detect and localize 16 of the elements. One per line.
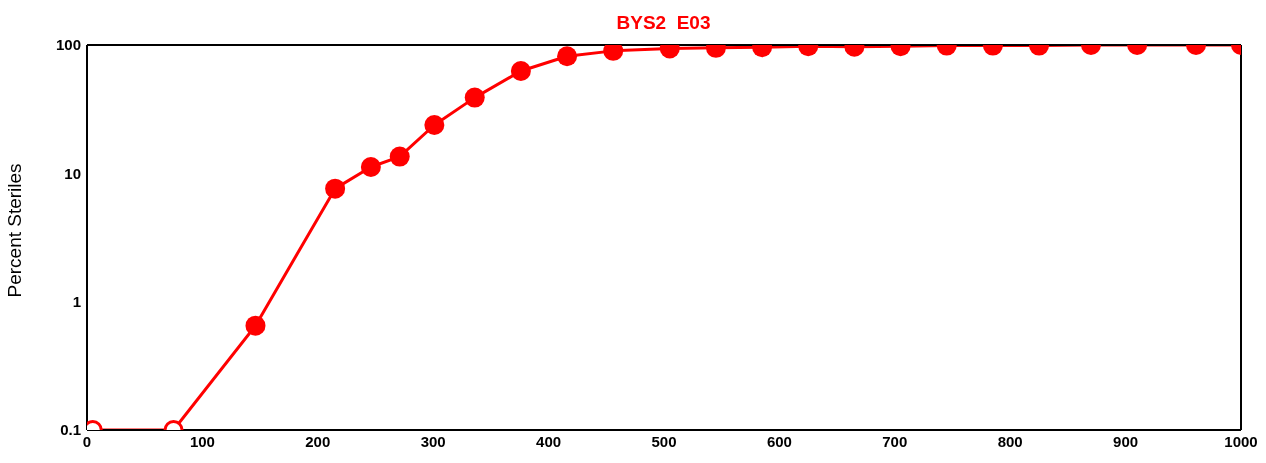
y-tick-label: 0.1 (60, 421, 81, 439)
x-tick-label: 900 (1113, 432, 1139, 450)
y-tick-label: 1 (72, 292, 81, 310)
x-tick-label: 800 (997, 432, 1023, 450)
x-tick-label: 0 (82, 432, 92, 450)
x-tick-label: 700 (882, 432, 908, 450)
y-tick-label: 100 (55, 36, 81, 54)
x-tick-label: 100 (189, 432, 215, 450)
y-tick-label: 10 (64, 164, 81, 182)
x-tick-label: 500 (651, 432, 677, 450)
chart-title: BYS2 E03 (615, 12, 712, 34)
x-tick-label: 200 (305, 432, 331, 450)
x-tick-label: 400 (536, 432, 562, 450)
x-tick-label: 1000 (1224, 432, 1258, 450)
x-tick-label: 600 (766, 432, 792, 450)
x-tick-label: 300 (420, 432, 446, 450)
